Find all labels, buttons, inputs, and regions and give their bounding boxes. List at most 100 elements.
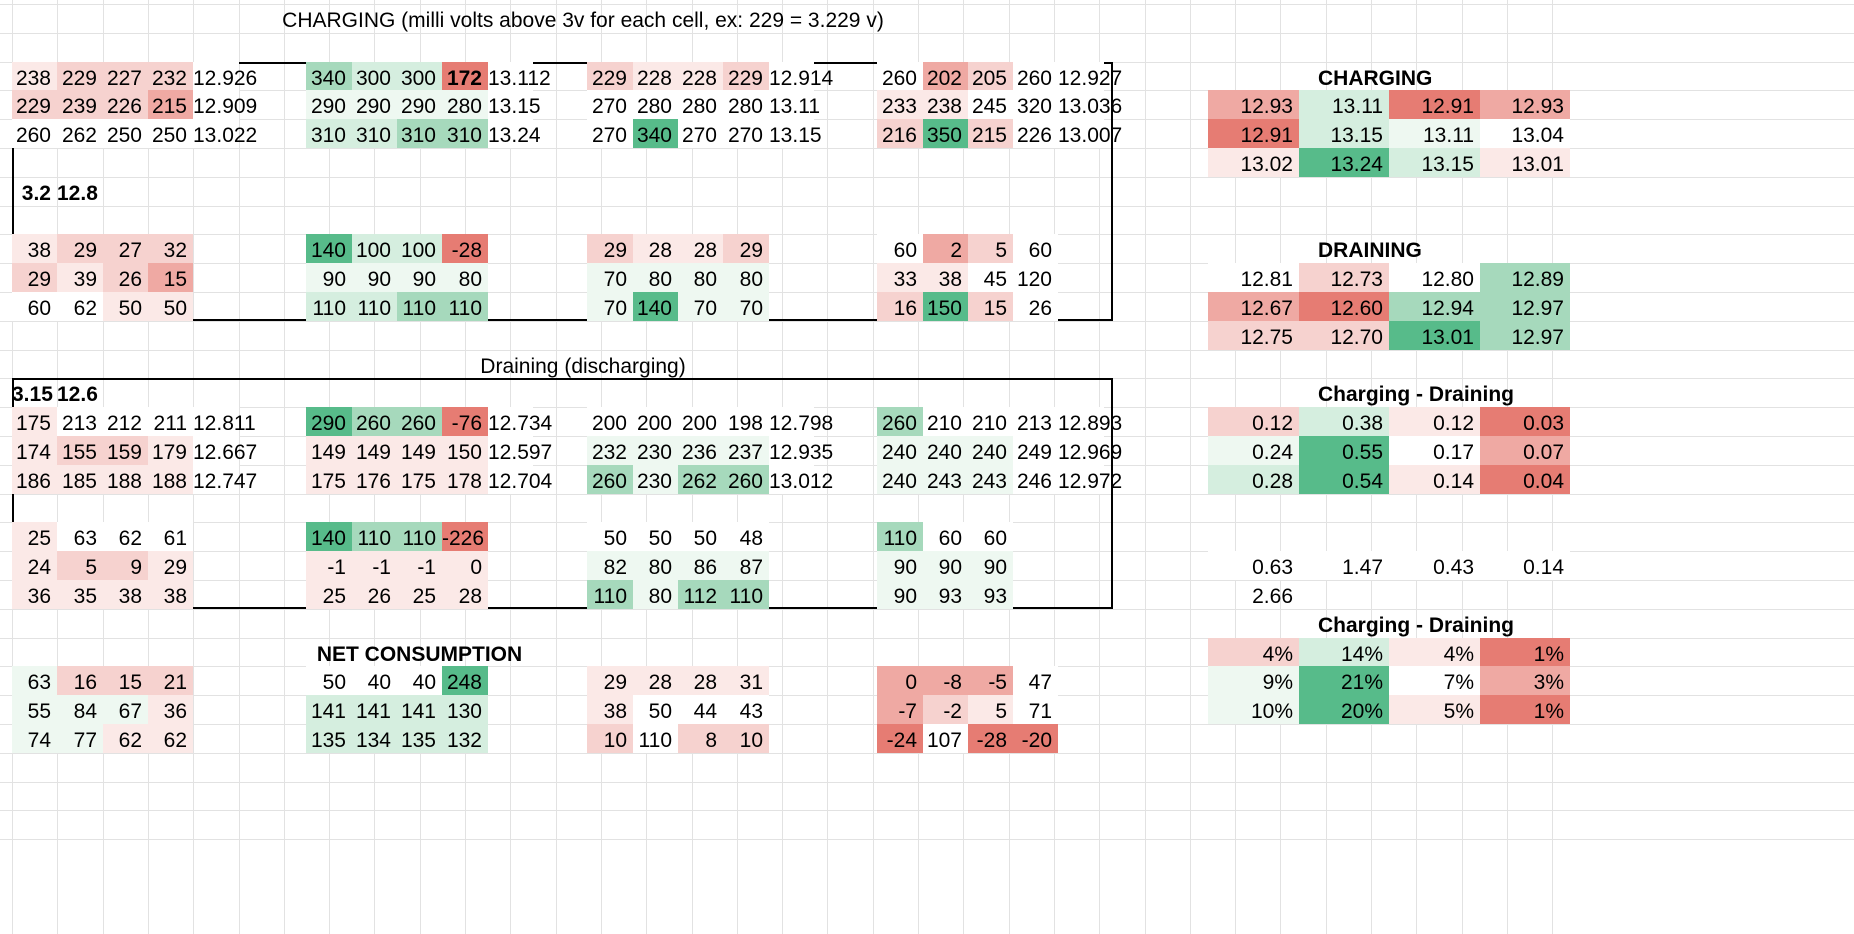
- net-group-1-cell[interactable]: 16: [57, 666, 103, 695]
- draining-group-3-cell[interactable]: 12.935: [769, 436, 833, 465]
- summary-draining-cell[interactable]: 12.94: [1389, 292, 1480, 321]
- charging-delta-group-1-cell[interactable]: 27: [103, 234, 148, 263]
- draining-group-3-cell[interactable]: 260: [587, 465, 633, 494]
- net-group-2-cell[interactable]: 134: [352, 724, 397, 753]
- draining-delta-group-3-cell[interactable]: 110: [723, 580, 769, 609]
- charging-group-4-cell[interactable]: 350: [923, 119, 968, 148]
- draining-group-4-cell[interactable]: 210: [923, 407, 968, 436]
- charging-delta-group-2-cell[interactable]: 100: [352, 234, 397, 263]
- summary-diff-cell[interactable]: 0.07: [1480, 436, 1570, 465]
- draining-group-2-cell[interactable]: 290: [306, 407, 352, 436]
- draining-delta-group-3-cell[interactable]: 112: [678, 580, 723, 609]
- summary-charging-cell[interactable]: 13.02: [1208, 148, 1299, 177]
- charging-group-1-cell[interactable]: 238: [12, 62, 57, 90]
- charging-delta-group-3-cell[interactable]: 70: [723, 292, 769, 321]
- draining-delta-group-1-cell[interactable]: 38: [148, 580, 193, 609]
- charging-group-1-cell[interactable]: 215: [148, 90, 193, 119]
- charging-group-3-cell[interactable]: 229: [587, 62, 633, 90]
- charging-group-4-cell[interactable]: 226: [1013, 119, 1058, 148]
- draining-delta-group-2-cell[interactable]: 25: [397, 580, 442, 609]
- summary-charging-cell[interactable]: 12.91: [1208, 119, 1299, 148]
- net-group-3-cell[interactable]: 10: [723, 724, 769, 753]
- charging-delta-group-2-cell[interactable]: 110: [397, 292, 442, 321]
- summary-diff-cell[interactable]: 0.03: [1480, 407, 1570, 436]
- net-group-2-cell[interactable]: 141: [397, 695, 442, 724]
- charging-group-2-cell[interactable]: 13.15: [488, 90, 541, 119]
- net-group-2-cell[interactable]: 141: [306, 695, 352, 724]
- summary-draining-cell[interactable]: 12.73: [1299, 263, 1389, 292]
- net-group-4-cell[interactable]: -20: [1013, 724, 1058, 753]
- charging-group-2-cell[interactable]: 13.24: [488, 119, 541, 148]
- charging-group-4-cell[interactable]: 238: [923, 90, 968, 119]
- draining-delta-group-3-cell[interactable]: 48: [723, 522, 769, 551]
- charging-group-2-cell[interactable]: 172: [442, 62, 488, 90]
- net-group-2-cell[interactable]: 50: [306, 666, 352, 695]
- charging-delta-group-3-cell[interactable]: 70: [587, 292, 633, 321]
- summary-diff-cell[interactable]: 0.12: [1389, 407, 1480, 436]
- draining-group-3-cell[interactable]: 200: [633, 407, 678, 436]
- summary-draining-cell[interactable]: 12.70: [1299, 321, 1389, 350]
- charging-group-1-cell[interactable]: 229: [57, 62, 103, 90]
- draining-delta-group-3-cell[interactable]: 50: [678, 522, 723, 551]
- charging-delta-group-2-cell[interactable]: 90: [352, 263, 397, 292]
- charging-delta-group-1-cell[interactable]: 39: [57, 263, 103, 292]
- charging-delta-group-3-cell[interactable]: 80: [678, 263, 723, 292]
- net-group-2-cell[interactable]: 141: [352, 695, 397, 724]
- draining-group-4-cell[interactable]: 12.972: [1058, 465, 1122, 494]
- charging-group-4-cell[interactable]: 215: [968, 119, 1013, 148]
- draining-delta-group-1-cell[interactable]: 63: [57, 522, 103, 551]
- charging-delta-group-2-cell[interactable]: 110: [306, 292, 352, 321]
- draining-delta-group-2-cell[interactable]: -1: [397, 551, 442, 580]
- charging-delta-group-2-cell[interactable]: 80: [442, 263, 488, 292]
- charging-delta-group-1-cell[interactable]: 29: [57, 234, 103, 263]
- net-group-3-cell[interactable]: 43: [723, 695, 769, 724]
- draining-delta-group-2-cell[interactable]: 0: [442, 551, 488, 580]
- net-group-2-cell[interactable]: 130: [442, 695, 488, 724]
- charging-group-3-cell[interactable]: 228: [633, 62, 678, 90]
- net-group-4-cell[interactable]: 0: [877, 666, 923, 695]
- summary-draining-cell[interactable]: 12.75: [1208, 321, 1299, 350]
- draining-group-1-cell[interactable]: 188: [148, 465, 193, 494]
- charging-group-4-cell[interactable]: 13.007: [1058, 119, 1122, 148]
- draining-group-4-cell[interactable]: 249: [1013, 436, 1058, 465]
- draining-delta-group-1-cell[interactable]: 24: [12, 551, 57, 580]
- summary-pct-cell[interactable]: 21%: [1299, 666, 1389, 695]
- draining-group-2-cell[interactable]: 149: [306, 436, 352, 465]
- draining-delta-group-4-cell[interactable]: 60: [968, 522, 1013, 551]
- draining-group-3-cell[interactable]: 13.012: [769, 465, 833, 494]
- charging-group-1-cell[interactable]: 13.022: [193, 119, 257, 148]
- draining-delta-group-1-cell[interactable]: 38: [103, 580, 148, 609]
- charging-delta-group-3-cell[interactable]: 28: [633, 234, 678, 263]
- net-group-1-cell[interactable]: 67: [103, 695, 148, 724]
- net-group-4-cell[interactable]: -2: [923, 695, 968, 724]
- charging-group-4-cell[interactable]: 260: [1013, 62, 1058, 90]
- net-group-3-cell[interactable]: 50: [633, 695, 678, 724]
- charging-group-4-cell[interactable]: 202: [923, 62, 968, 90]
- draining-delta-group-1-cell[interactable]: 9: [103, 551, 148, 580]
- charge-base-pack[interactable]: 12.8: [57, 182, 98, 205]
- draining-delta-group-2-cell[interactable]: -1: [306, 551, 352, 580]
- summary-pct-cell[interactable]: 1%: [1480, 695, 1570, 724]
- draining-delta-group-2-cell[interactable]: 140: [306, 522, 352, 551]
- draining-group-2-cell[interactable]: 260: [352, 407, 397, 436]
- charging-delta-group-2-cell[interactable]: 100: [397, 234, 442, 263]
- charging-group-3-cell[interactable]: 270: [678, 119, 723, 148]
- draining-group-4-cell[interactable]: 240: [877, 436, 923, 465]
- net-group-2-cell[interactable]: 132: [442, 724, 488, 753]
- summary-draining-cell[interactable]: 12.89: [1480, 263, 1570, 292]
- summary-pct-cell[interactable]: 3%: [1480, 666, 1570, 695]
- drain-base-cell[interactable]: 3.15: [12, 383, 53, 406]
- charging-delta-group-1-cell[interactable]: 50: [103, 292, 148, 321]
- charging-delta-group-3-cell[interactable]: 28: [678, 234, 723, 263]
- net-group-1-cell[interactable]: 62: [148, 724, 193, 753]
- summary-charging-cell[interactable]: 13.11: [1389, 119, 1480, 148]
- draining-group-1-cell[interactable]: 155: [57, 436, 103, 465]
- summary-draining-cell[interactable]: 12.80: [1389, 263, 1480, 292]
- charging-group-3-cell[interactable]: 280: [633, 90, 678, 119]
- draining-group-4-cell[interactable]: 210: [968, 407, 1013, 436]
- summary-diff-cell[interactable]: 0.55: [1299, 436, 1389, 465]
- draining-delta-group-3-cell[interactable]: 50: [633, 522, 678, 551]
- charging-delta-group-3-cell[interactable]: 70: [587, 263, 633, 292]
- charging-delta-group-2-cell[interactable]: 110: [442, 292, 488, 321]
